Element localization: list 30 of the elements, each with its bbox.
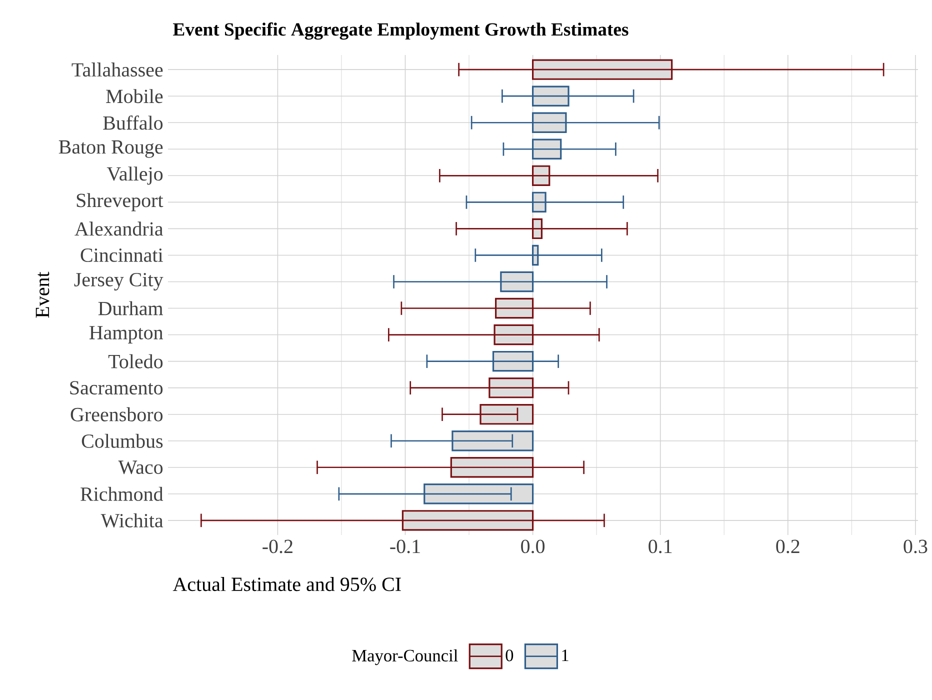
y-tick-label: Sacramento — [70, 381, 163, 395]
y-tick-label: Waco — [118, 460, 163, 474]
x-tick-label: -0.1 — [390, 540, 420, 554]
y-tick-label: Buffalo — [103, 115, 163, 130]
y-tick-label: Tallahassee — [72, 62, 163, 77]
chart-title: Event Specific Aggregate Employment Growth Estimates — [173, 22, 628, 40]
y-tick-label: Baton Rouge — [58, 140, 163, 158]
x-tick-label: 0.2 — [776, 540, 800, 554]
x-axis-title: Actual Estimate and 95% CI — [172, 577, 401, 592]
legend-title: Mayor-Council — [352, 649, 458, 666]
y-tick-label: Richmond — [80, 486, 164, 501]
legend-label: 1 — [562, 650, 568, 662]
x-tick-label: -0.2 — [262, 540, 292, 554]
y-tick-label: Wichita — [100, 513, 164, 528]
y-tick-label: Toledo — [108, 354, 163, 368]
y-tick-label: Vallejo — [106, 166, 163, 185]
y-tick-label: Shreveport — [76, 193, 164, 212]
y-tick-label: Durham — [98, 301, 163, 316]
legend-label: 0 — [506, 650, 514, 662]
y-tick-label: Jersey City — [74, 272, 164, 291]
y-tick-label: Mobile — [106, 89, 163, 104]
y-tick-label: Hampton — [89, 326, 163, 344]
y-tick-label: Alexandria — [74, 222, 164, 236]
y-axis-title: Event — [36, 272, 50, 318]
x-tick-label: 0.3 — [904, 540, 928, 554]
x-tick-label: 0.1 — [648, 540, 672, 554]
y-tick-label: Cincinnati — [80, 248, 163, 262]
y-tick-label: Greensboro — [70, 407, 163, 422]
y-tick-label: Columbus — [82, 434, 163, 448]
x-tick-label: 0.0 — [521, 540, 545, 554]
